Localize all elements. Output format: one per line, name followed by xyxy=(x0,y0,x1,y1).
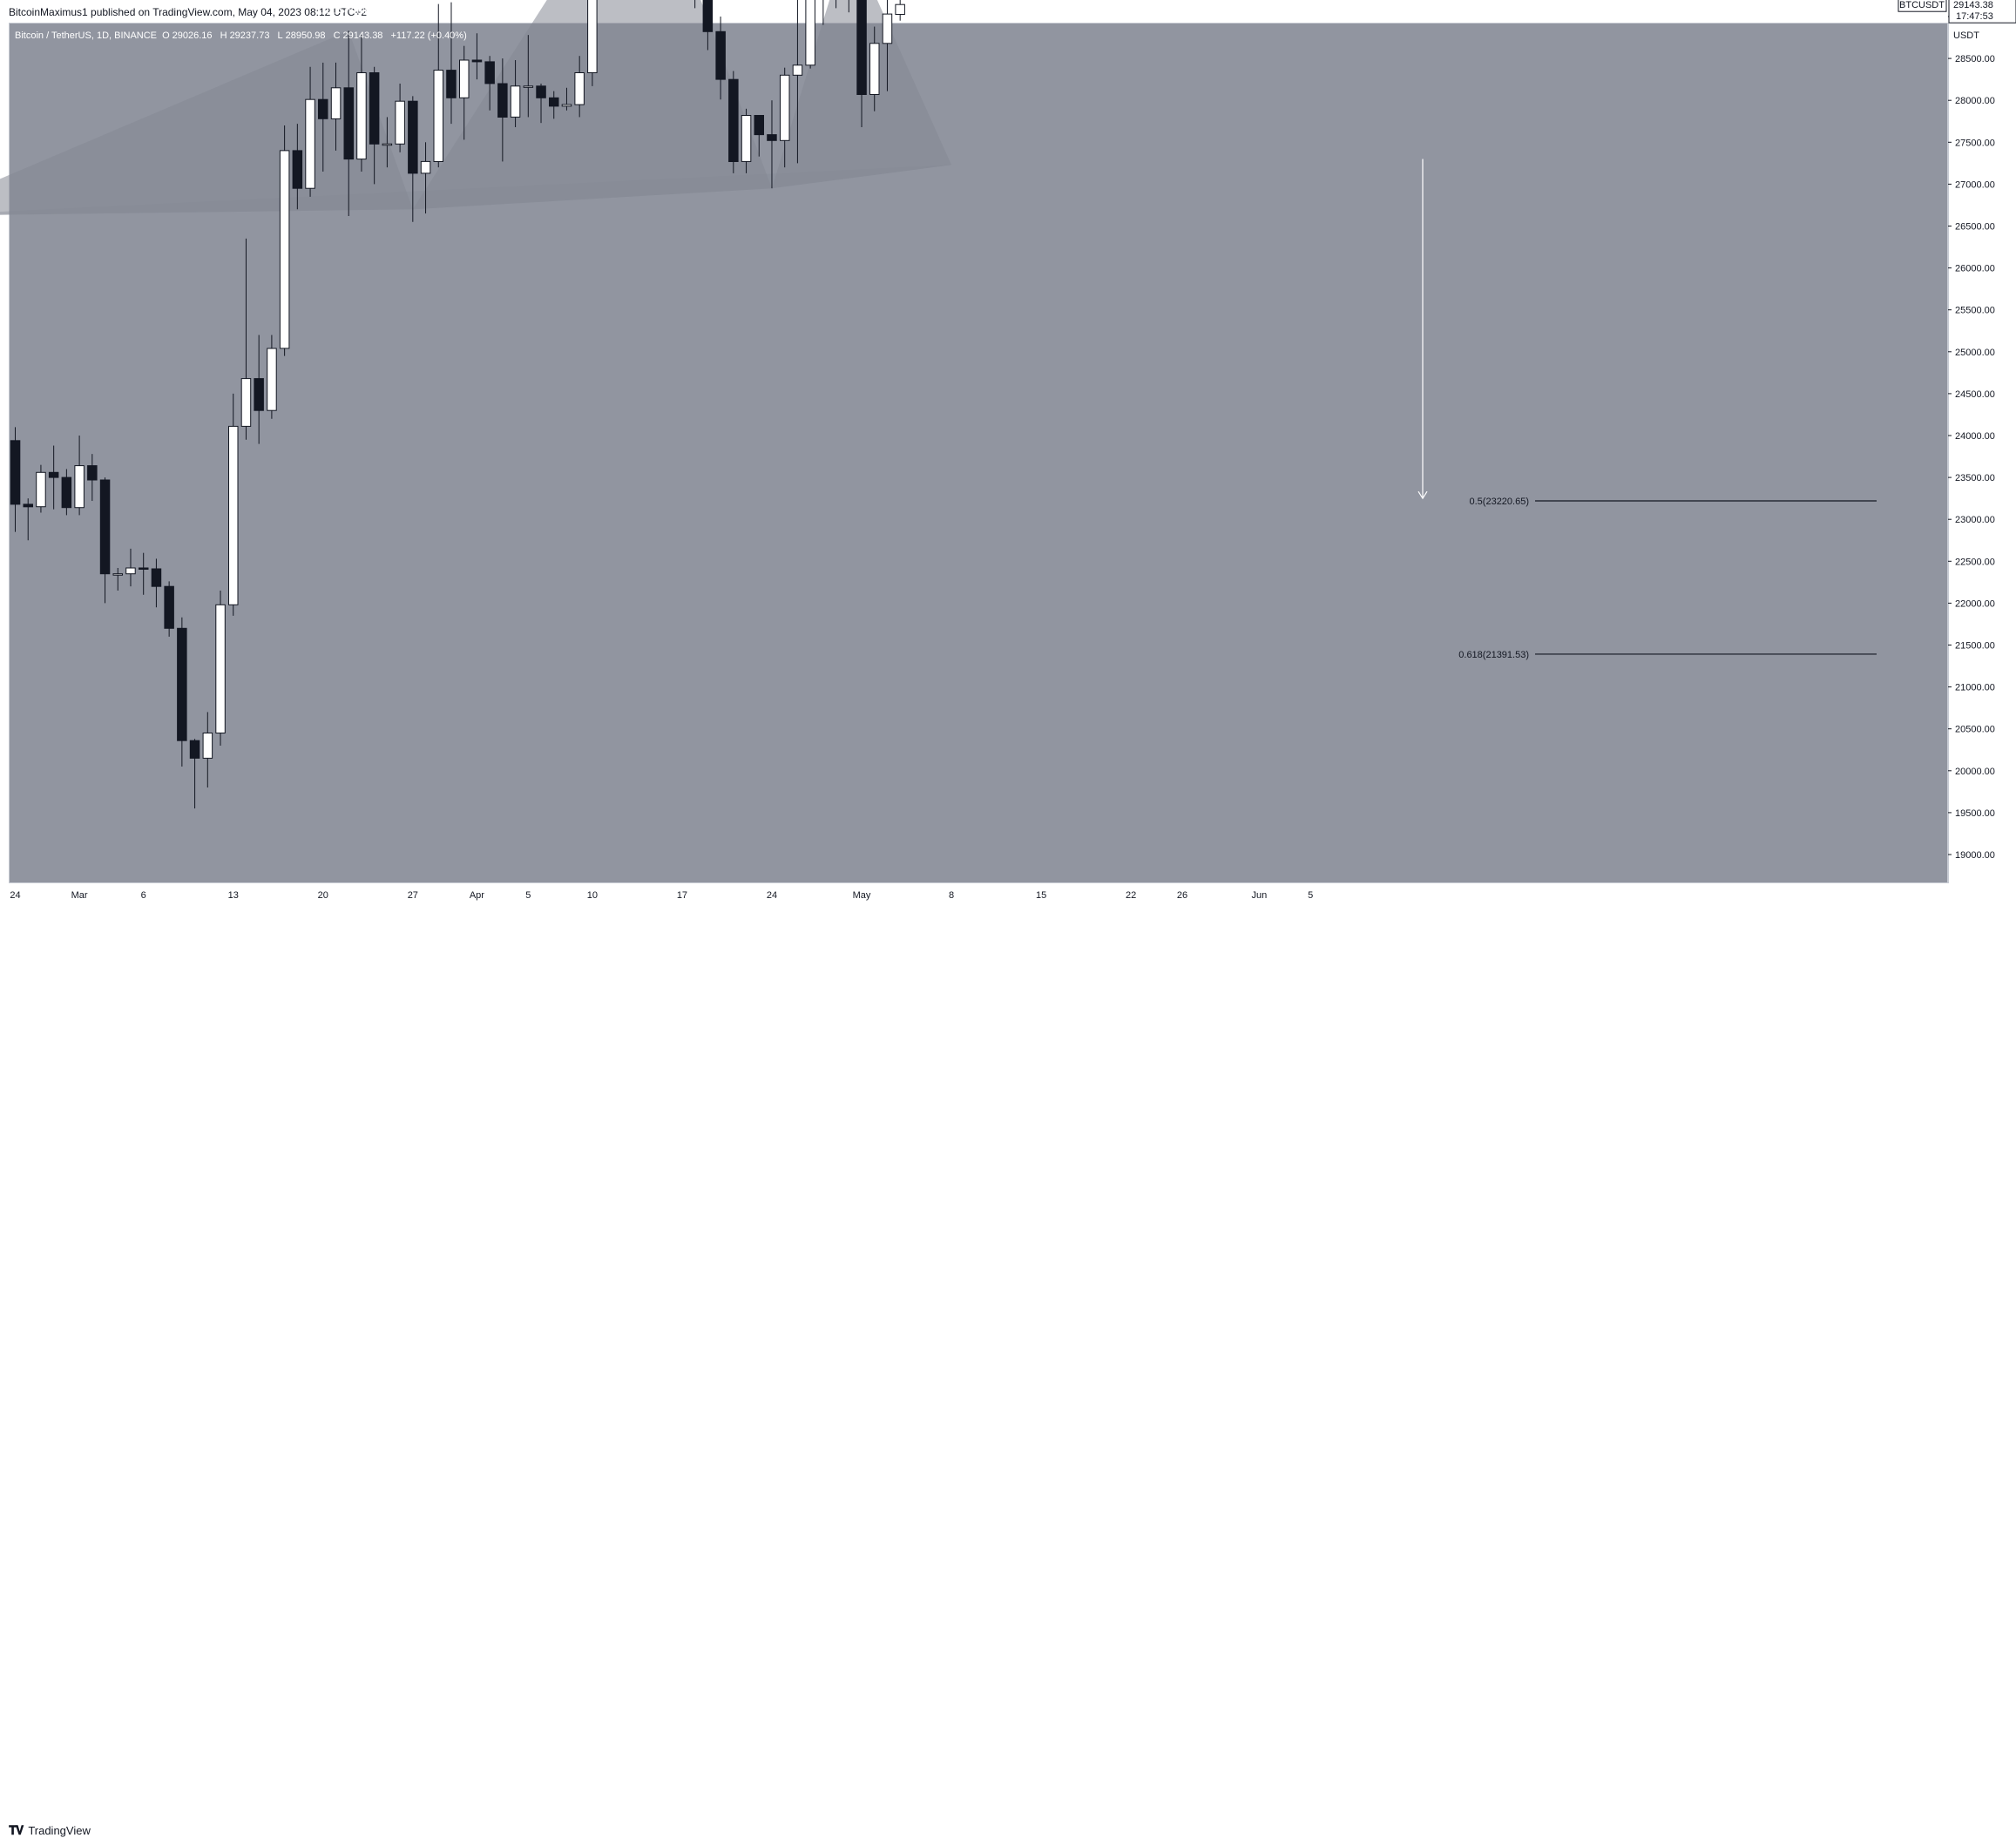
legend-close-label: C xyxy=(333,30,341,41)
price-axis[interactable] xyxy=(1948,23,2016,883)
tradingview-brand: TradingView xyxy=(28,1824,91,1837)
legend-open-label: O xyxy=(162,30,170,41)
legend-change: +117.22 (+0.40%) xyxy=(390,30,467,41)
legend-symbol[interactable]: Bitcoin / TetherUS, 1D, BINANCE xyxy=(15,30,158,41)
axis-corner xyxy=(1948,883,2016,907)
publisher-text: BitcoinMaximus1 published on TradingView… xyxy=(9,6,368,18)
legend-low-value: 28950.98 xyxy=(285,30,326,41)
chart-pane[interactable] xyxy=(9,23,1948,883)
tradingview-logo-icon: 𝐓𝐕 xyxy=(9,1823,24,1837)
footer: 𝐓𝐕 TradingView xyxy=(0,907,2016,1837)
legend-high-value: 29237.73 xyxy=(229,30,270,41)
legend-high-label: H xyxy=(220,30,227,41)
symbol-legend: Bitcoin / TetherUS, 1D, BINANCE O 29026.1… xyxy=(15,30,470,41)
legend-low-label: L xyxy=(277,30,283,41)
time-axis[interactable] xyxy=(9,883,1948,907)
legend-open-value: 29026.16 xyxy=(172,30,213,41)
tradingview-logo[interactable]: 𝐓𝐕 TradingView xyxy=(9,1823,91,1838)
top-bar: BitcoinMaximus1 published on TradingView… xyxy=(0,0,2016,23)
legend-close-value: 29143.38 xyxy=(342,30,383,41)
